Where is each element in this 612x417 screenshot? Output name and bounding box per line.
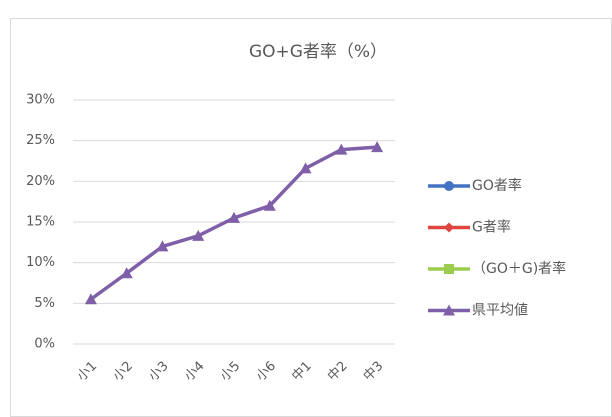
legend-marker xyxy=(444,181,454,191)
marker xyxy=(120,267,133,279)
marker xyxy=(192,229,205,241)
y-tick-label: 30% xyxy=(26,93,55,108)
chart-frame xyxy=(10,18,612,417)
y-tick-label: 15% xyxy=(26,215,55,230)
marker xyxy=(228,211,240,223)
y-tick-label: 20% xyxy=(26,174,55,189)
y-tick-label: 10% xyxy=(26,255,55,270)
legend-marker xyxy=(444,264,454,274)
legend-marker xyxy=(443,304,455,316)
legend-marker xyxy=(444,222,454,233)
marker xyxy=(299,162,312,174)
y-tick-label: 25% xyxy=(26,133,55,148)
marker xyxy=(156,240,169,252)
y-tick-label: 0% xyxy=(34,337,55,352)
legend-label: G者率 xyxy=(472,219,511,236)
marker xyxy=(263,199,276,211)
legend-label: 県平均値 xyxy=(472,303,528,319)
marker xyxy=(371,141,384,153)
marker xyxy=(84,293,97,305)
marker xyxy=(335,143,348,155)
legend-label: （GO＋G)者率 xyxy=(472,260,566,277)
legend-label: GO者率 xyxy=(472,177,522,194)
y-tick-label: 5% xyxy=(34,296,55,311)
chart-title: GO+G者率（%） xyxy=(249,42,387,62)
